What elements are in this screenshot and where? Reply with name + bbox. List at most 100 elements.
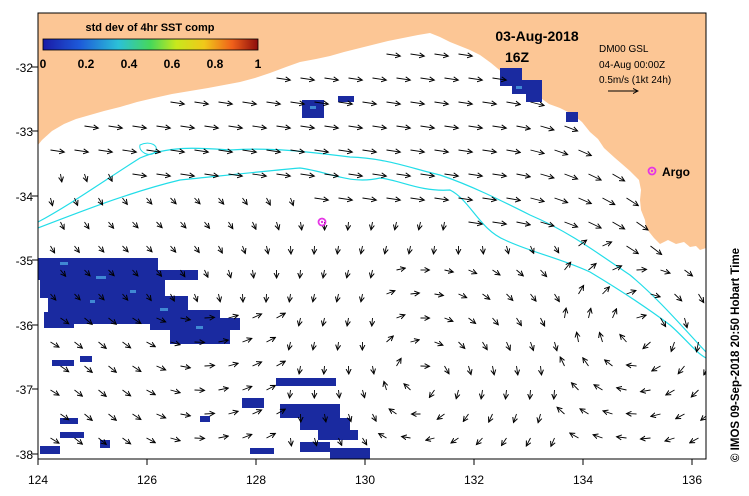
current-arrow — [156, 126, 171, 128]
lon-tick-label: 130 — [355, 473, 375, 487]
current-arrow — [588, 221, 602, 228]
current-arrow — [348, 126, 363, 128]
current-arrow — [468, 174, 483, 176]
current-arrow — [299, 365, 300, 374]
current-arrow — [704, 366, 706, 375]
current-arrow — [402, 437, 411, 439]
current-arrow — [570, 433, 579, 439]
current-arrow — [300, 174, 315, 176]
current-arrow — [276, 313, 286, 319]
current-arrow — [674, 293, 682, 301]
current-arrow — [626, 291, 636, 295]
current-arrow — [147, 293, 152, 301]
current-arrow — [530, 389, 531, 399]
current-arrow — [276, 361, 286, 367]
current-arrow — [84, 126, 99, 128]
current-arrow — [540, 269, 547, 277]
current-arrow — [492, 269, 501, 275]
current-arrow — [291, 197, 294, 206]
current-arrow — [156, 414, 166, 418]
current-arrow — [122, 245, 129, 252]
current-arrow — [507, 341, 511, 350]
current-arrow — [434, 150, 449, 152]
current-arrow — [85, 173, 88, 182]
current-arrow — [468, 270, 477, 274]
current-arrow — [516, 174, 531, 177]
current-arrow — [362, 150, 377, 152]
current-arrow — [410, 340, 420, 342]
current-arrow — [108, 269, 115, 276]
current-arrow — [170, 390, 181, 393]
current-arrow — [243, 245, 246, 254]
current-arrow — [122, 341, 131, 348]
current-arrow — [170, 150, 185, 152]
current-arrow — [678, 365, 685, 374]
current-arrow — [482, 198, 497, 200]
current-arrow — [204, 221, 210, 228]
current-arrow — [98, 150, 113, 152]
float-marker — [317, 217, 327, 227]
current-arrow — [50, 437, 60, 443]
current-arrow — [252, 410, 262, 414]
current-arrow — [132, 221, 139, 228]
current-arrow — [627, 365, 637, 366]
current-arrow — [458, 294, 467, 298]
current-arrow — [60, 365, 69, 372]
current-arrow — [98, 437, 107, 444]
current-arrow — [434, 54, 449, 56]
current-arrow — [218, 197, 224, 204]
current-arrow — [469, 365, 472, 375]
current-arrow — [612, 221, 625, 229]
current-arrow — [636, 315, 647, 318]
current-arrow — [60, 269, 66, 276]
current-arrow — [74, 437, 83, 444]
current-arrow — [389, 409, 397, 415]
current-arrow — [492, 317, 499, 325]
current-arrow — [506, 150, 521, 152]
current-arrow — [613, 309, 617, 319]
current-arrow — [315, 437, 317, 446]
current-arrow — [252, 174, 267, 176]
current-arrow — [396, 126, 411, 128]
current-arrow — [554, 149, 568, 155]
current-arrow — [709, 318, 711, 328]
current-arrow — [218, 150, 233, 152]
current-arrow — [170, 438, 181, 441]
current-arrow — [146, 389, 156, 395]
current-arrow — [324, 126, 339, 128]
current-arrow — [603, 411, 613, 414]
current-arrow — [577, 332, 579, 343]
current-arrow — [636, 221, 649, 230]
current-arrow — [709, 78, 718, 89]
lon-axis: 124 126 128 130 132 134 136 — [28, 459, 702, 487]
current-arrow — [204, 413, 215, 414]
current-arrow — [180, 126, 195, 128]
current-arrow — [194, 197, 201, 204]
current-arrow — [363, 389, 365, 398]
current-arrow — [132, 413, 141, 420]
current-arrow — [444, 318, 453, 321]
current-arrow — [588, 173, 602, 180]
current-arrow — [602, 287, 610, 295]
current-arrow — [228, 411, 239, 414]
current-arrow — [338, 198, 353, 200]
current-arrow — [564, 262, 571, 271]
current-arrow — [219, 293, 221, 302]
lat-axis: -32 -33 -34 -35 -36 -37 -38 — [16, 61, 38, 462]
current-arrow — [50, 293, 56, 300]
current-arrow — [252, 314, 262, 318]
current-arrow — [605, 360, 613, 367]
lon-tick-label: 136 — [682, 473, 702, 487]
current-arrow — [51, 197, 53, 206]
current-arrow — [314, 102, 329, 104]
current-arrow — [122, 389, 131, 396]
current-arrow — [652, 365, 661, 371]
current-arrow — [697, 341, 699, 352]
current-arrow — [132, 174, 147, 176]
current-arrow — [99, 197, 103, 205]
current-arrow — [594, 385, 603, 391]
current-arrow — [385, 245, 387, 254]
current-arrow — [555, 341, 557, 351]
current-arrow — [530, 150, 545, 154]
current-arrow — [372, 174, 387, 176]
